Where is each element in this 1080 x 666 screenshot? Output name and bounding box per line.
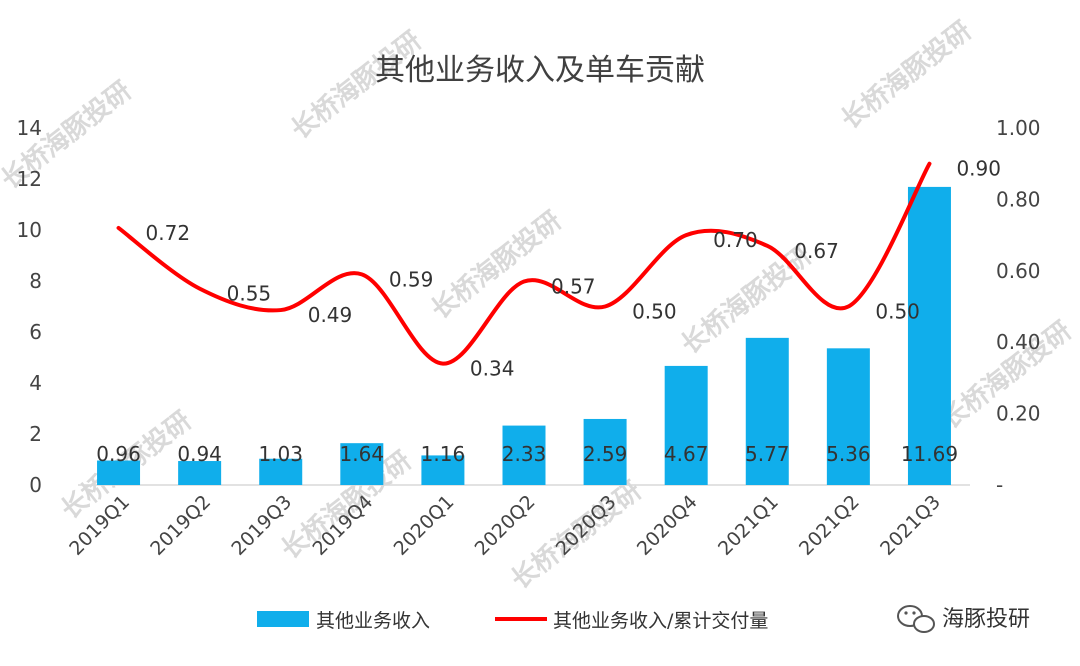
- bar-2020Q1: [421, 455, 465, 485]
- bar-series: [97, 186, 951, 485]
- right-axis: - 0.20 0.40 0.60 0.80 1.00: [996, 116, 1041, 497]
- bar-label: 2.59: [583, 442, 628, 466]
- wechat-icon: [897, 605, 935, 633]
- bar-labels: 0.96 0.94 1.03 1.64 1.16 2.33 2.59 4.67 5.77 5.36…: [96, 442, 958, 466]
- right-axis-tick: 0.80: [996, 187, 1041, 211]
- line-label: 0.49: [308, 303, 353, 327]
- x-tick-2020Q2: 2020Q2: [471, 491, 540, 560]
- right-axis-tick: 0.20: [996, 402, 1041, 426]
- right-axis-tick: 0.40: [996, 330, 1041, 354]
- legend-label-bar: 其他业务收入: [316, 610, 430, 632]
- left-axis-tick: 14: [17, 116, 42, 140]
- line-label: 0.90: [956, 157, 1001, 181]
- line-label: 0.34: [470, 357, 515, 381]
- bar-2020Q2: [502, 425, 546, 485]
- left-axis-tick: 12: [17, 167, 42, 191]
- x-tick-2021Q3: 2021Q3: [876, 491, 945, 560]
- bar-2019Q4: [340, 443, 384, 485]
- watermark-text: 长桥海豚投研: [836, 16, 977, 136]
- left-axis-tick: 4: [29, 371, 42, 395]
- bar-2020Q4: [664, 365, 708, 485]
- left-axis: 0 2 4 6 8 10 12 14: [17, 116, 42, 497]
- bar-2019Q2: [178, 461, 222, 485]
- left-axis-tick: 8: [29, 269, 42, 293]
- right-axis-tick: -: [996, 473, 1003, 497]
- line-label: 0.57: [551, 275, 596, 299]
- bar-2019Q1: [97, 460, 141, 485]
- bar-label: 1.16: [421, 442, 466, 466]
- bar-label: 0.94: [177, 442, 222, 466]
- x-tick-2021Q2: 2021Q2: [795, 491, 864, 560]
- bar-2019Q3: [259, 458, 303, 485]
- bar-label: 11.69: [901, 442, 958, 466]
- left-axis-tick: 10: [17, 218, 42, 242]
- brand-name: 海豚投研: [942, 607, 1030, 632]
- line-label: 0.59: [389, 267, 434, 291]
- bar-2020Q3: [583, 418, 627, 485]
- legend-label-line: 其他业务收入/累计交付量: [553, 610, 768, 632]
- bar-label: 0.96: [96, 442, 141, 466]
- x-tick-2020Q1: 2020Q1: [390, 491, 459, 560]
- bar-2021Q2: [826, 348, 870, 485]
- bar-2021Q1: [745, 337, 789, 485]
- chart-title: 其他业务收入及单车贡献: [375, 53, 705, 88]
- line-label: 0.55: [227, 282, 272, 306]
- right-axis-tick: 1.00: [996, 116, 1041, 140]
- bar-label: 4.67: [664, 442, 709, 466]
- left-axis-tick: 6: [29, 320, 42, 344]
- line-label: 0.70: [713, 228, 758, 252]
- bar-label: 1.03: [258, 442, 303, 466]
- x-tick-2019Q2: 2019Q2: [146, 491, 215, 560]
- brand-mark: 海豚投研: [897, 605, 1030, 633]
- line-label: 0.72: [146, 221, 191, 245]
- right-axis-tick: 0.60: [996, 259, 1041, 283]
- line-label: 0.67: [794, 239, 839, 263]
- legend: 其他业务收入 其他业务收入/累计交付量: [257, 610, 768, 632]
- x-axis-ticks: 2019Q1 2019Q2 2019Q3 2019Q4 2020Q1 2020Q2 2020…: [65, 491, 945, 560]
- line-label: 0.50: [632, 300, 677, 324]
- bar-label: 1.64: [340, 442, 385, 466]
- x-tick-2021Q1: 2021Q1: [714, 491, 783, 560]
- left-axis-tick: 0: [29, 473, 42, 497]
- bar-label: 2.33: [502, 442, 547, 466]
- line-series: [116, 161, 932, 366]
- bar-label: 5.77: [745, 442, 790, 466]
- line-labels: 0.72 0.55 0.49 0.59 0.34 0.57 0.50 0.70 0.67 0.50…: [146, 157, 1001, 381]
- bar-label: 5.36: [826, 442, 871, 466]
- legend-swatch-bar: [257, 611, 309, 627]
- bar-2021Q3: [907, 186, 951, 485]
- left-axis-tick: 2: [29, 422, 42, 446]
- line-label: 0.50: [875, 300, 920, 324]
